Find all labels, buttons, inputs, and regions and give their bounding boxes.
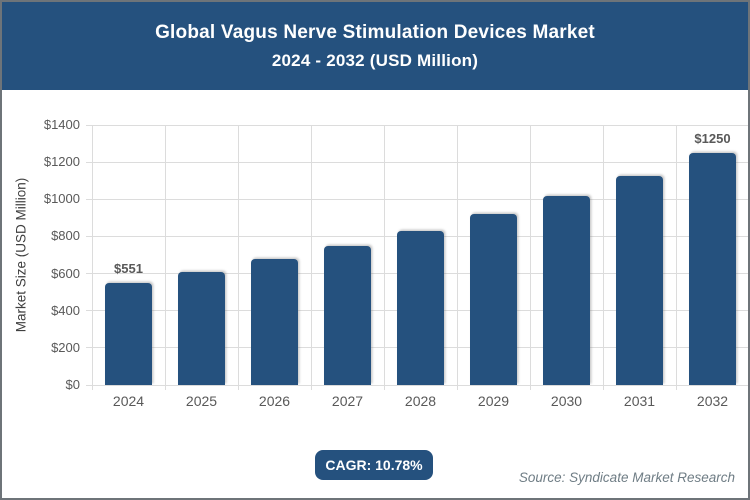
bar-2031 [616,176,663,385]
y-gridline-1000 [86,198,748,200]
bar-2029 [470,214,517,385]
plot-area: $551 $1250 [86,124,748,390]
x-tick-label-2025: 2025 [185,393,218,409]
source-attribution: Source: Syndicate Market Research [518,470,735,485]
x-tick-label-2030: 2030 [550,393,583,409]
x-tick-label-2026: 2026 [258,393,291,409]
y-tick-label-0: $0 [65,377,80,392]
y-tick-label-800: $800 [51,228,80,244]
x-gridline-1 [165,125,166,390]
y-gridline-0 [86,384,748,386]
y-tick-label-1400: $1400 [43,117,80,132]
chart-title-line1: Global Vagus Nerve Stimulation Devices M… [155,21,595,43]
y-tick-label-1200: $1200 [43,154,80,170]
x-tick-label-2024: 2024 [112,393,145,409]
x-tick-label-2027: 2027 [331,393,364,409]
x-tick-label-2032: 2032 [696,393,729,409]
chart-title-line2: 2024 - 2032 (USD Million) [271,50,479,70]
x-gridline-8 [676,125,677,390]
y-gridline-1400 [86,124,748,126]
x-gridline-0 [92,125,93,390]
x-gridline-2 [238,125,239,390]
bar-2026 [251,259,298,385]
x-tick-label-2031: 2031 [623,393,656,409]
x-gridline-7 [603,125,604,390]
x-tick-label-2028: 2028 [404,393,437,409]
x-gridline-3 [311,125,312,390]
header: Global Vagus Nerve Stimulation Devices M… [2,2,748,90]
bar-2025 [178,272,225,385]
x-gridline-6 [530,125,531,390]
bar-2027 [324,246,371,385]
bar-value-label-2032: $1250 [694,131,731,146]
y-gridline-1200 [86,161,748,163]
cagr-badge-label: CAGR: 10.78% [325,457,423,473]
bar-value-label-2024: $551 [114,261,143,276]
y-tick-label-1000: $1000 [43,191,80,207]
cagr-badge: CAGR: 10.78% [315,450,433,480]
bar-2032 [689,153,736,385]
bar-2028 [397,231,444,385]
x-gridline-5 [457,125,458,390]
bar-2030 [543,196,590,385]
x-tick-label-2029: 2029 [477,393,510,409]
y-tick-label-200: $200 [51,339,80,355]
y-tick-label-400: $400 [51,302,80,318]
y-tick-label-600: $600 [51,265,80,281]
bar-2024 [105,283,152,385]
x-gridline-4 [384,125,385,390]
